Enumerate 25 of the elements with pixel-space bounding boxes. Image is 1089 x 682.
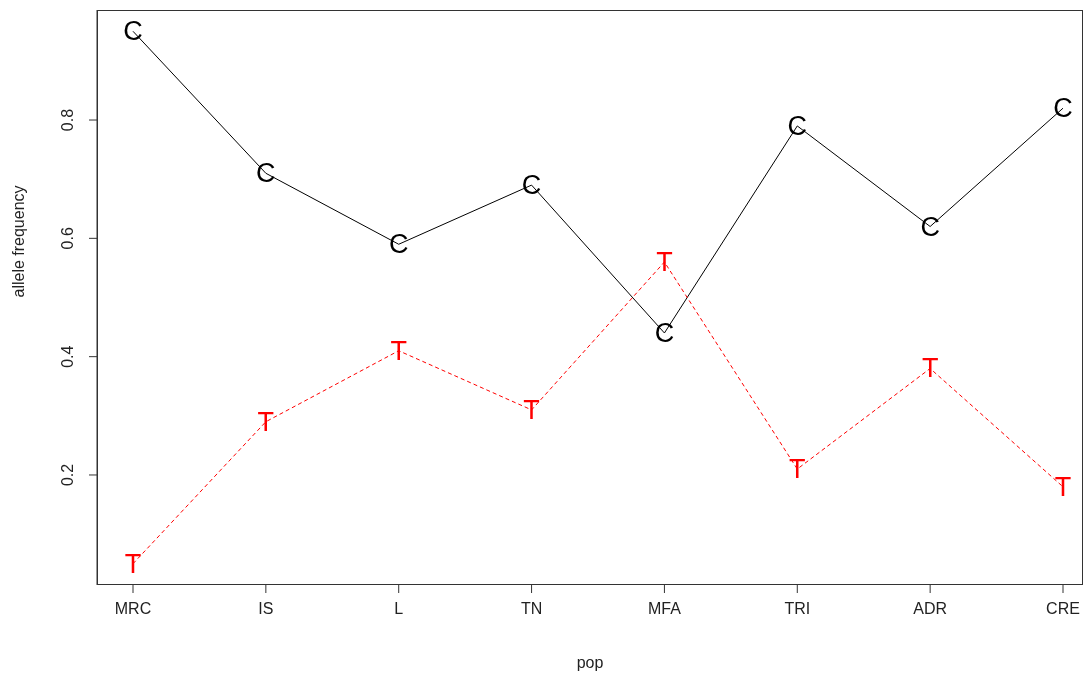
text: T [257,406,275,437]
text: T [789,454,806,485]
y-axis-title: allele frequency [9,185,27,298]
series-label: T [124,548,142,579]
x-tick-label: IS [258,600,274,618]
x-tick-label: TN [520,600,543,618]
y-tick-label: 0.2 [59,463,76,487]
text: C [123,16,143,47]
text: C [654,317,675,348]
y-tick-label: 0.4 [59,345,76,368]
y-tick-label: 0.6 [59,227,76,250]
text: T [523,394,540,425]
x-tick-label: L [394,600,404,618]
text: T [1054,471,1072,502]
x-axis-title: pop [576,654,604,671]
y-tick-label: 0.8 [59,108,76,132]
x-tick-label: ADR [913,600,948,618]
text: T [656,247,673,278]
text: T [390,335,407,366]
x-tick-label: TRI [784,600,811,618]
x-tick-label: CRE [1046,600,1080,618]
text: T [921,353,939,384]
x-tick-label: MRC [114,600,152,618]
x-tick-label: MFA [647,600,682,618]
text: C [1053,93,1073,124]
